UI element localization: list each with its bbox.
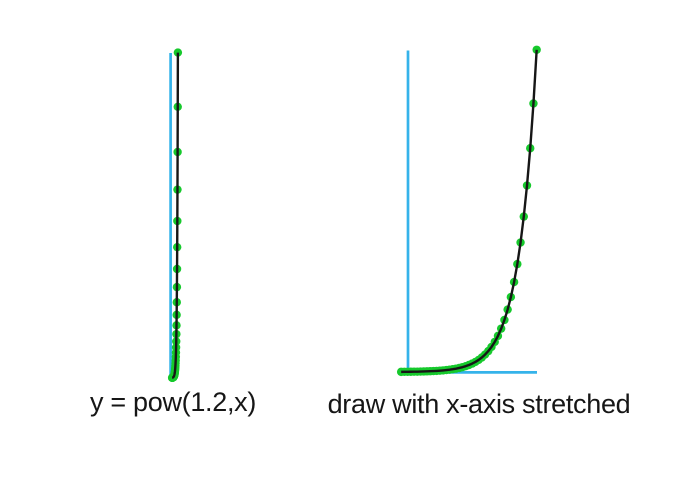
curve-line xyxy=(171,52,180,379)
data-points xyxy=(396,45,541,377)
plot-right-x-stretched xyxy=(396,45,541,377)
curve-line xyxy=(401,49,538,374)
caption-left-plot: y = pow(1.2,x) xyxy=(89,387,257,417)
plot-left-true-scale xyxy=(167,48,183,382)
caption-right-plot: draw with x-axis stretched xyxy=(327,389,631,419)
